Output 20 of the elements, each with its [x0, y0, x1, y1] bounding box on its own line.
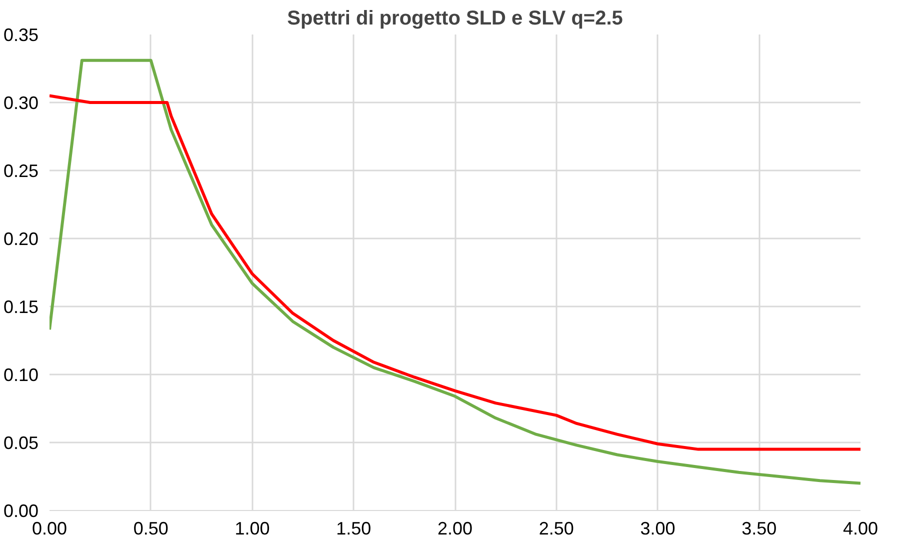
x-tick-label: 2.00: [437, 518, 473, 538]
x-tick-label: 2.50: [538, 518, 574, 538]
y-tick-label: 0.35: [3, 25, 39, 45]
y-tick-label: 0.15: [3, 297, 39, 317]
y-tick-label: 0.10: [3, 365, 39, 385]
y-tick-label: 0.00: [3, 501, 39, 521]
x-tick-label: 0.50: [133, 518, 168, 538]
x-tick-label: 1.50: [336, 518, 372, 538]
x-tick-label: 0.00: [32, 518, 68, 538]
x-tick-label: 3.50: [742, 518, 777, 538]
y-tick-label: 0.05: [3, 433, 39, 453]
y-tick-label: 0.25: [3, 161, 39, 181]
line-series: [50, 58, 860, 485]
x-tick-label: 4.00: [842, 518, 878, 538]
x-tick-label: 1.00: [234, 518, 270, 538]
y-tick-label: 0.20: [3, 229, 39, 249]
y-tick-label: 0.30: [3, 93, 39, 113]
line-series: [50, 94, 860, 451]
chart-title: Spettri di progetto SLD e SLV q=2.5: [287, 8, 623, 30]
x-tick-label: 3.00: [640, 518, 676, 538]
